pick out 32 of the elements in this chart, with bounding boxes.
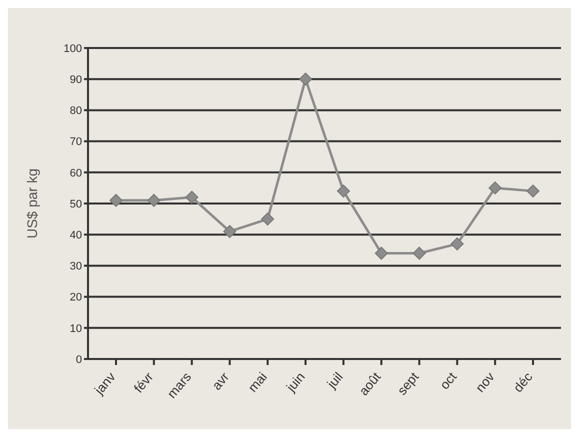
point [450, 237, 464, 250]
point [110, 194, 122, 207]
y-tick-label: 80 [70, 105, 82, 118]
y-tick-label: 40 [70, 230, 82, 242]
y-tick-label: 20 [70, 292, 82, 304]
x-tick-label: mai [244, 369, 270, 395]
x-tick-label: déc [510, 368, 536, 395]
x-tick-label: juil [323, 369, 346, 392]
y-tick-label: 0 [76, 354, 82, 366]
y-tick-label: 90 [70, 74, 82, 86]
point [526, 184, 540, 198]
y-tick-label: 50 [70, 198, 82, 210]
point [185, 190, 198, 204]
x-tick-label: oct [436, 368, 460, 392]
y-tick-label: 70 [70, 136, 82, 148]
point [147, 194, 160, 207]
x-tick-label: juin [282, 369, 308, 396]
x-tick-label: nov [472, 368, 498, 395]
x-tick-label: avr [208, 368, 232, 393]
point [336, 184, 350, 198]
y-tick-label: 10 [70, 322, 82, 335]
point [261, 212, 274, 226]
x-tick-label: févr [130, 368, 157, 396]
y-axis-title: US$ par kg [24, 168, 40, 239]
y-tick-label: 30 [70, 260, 82, 273]
point [299, 72, 312, 86]
point [223, 224, 236, 238]
point [488, 181, 502, 194]
y-tick-label: 60 [70, 167, 82, 180]
y-tick-label: 100 [64, 42, 82, 55]
point [374, 246, 388, 260]
point [412, 246, 426, 260]
